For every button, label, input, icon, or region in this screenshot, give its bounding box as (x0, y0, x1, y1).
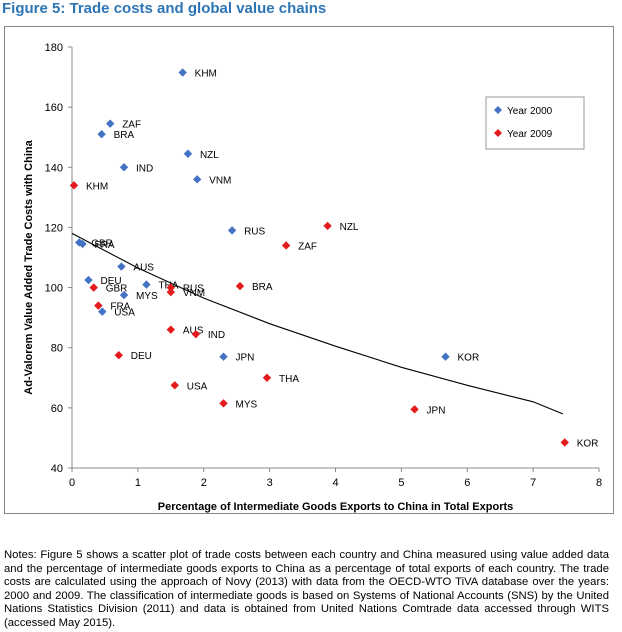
y-tick-label: 140 (45, 162, 63, 174)
data-point-2009-deu (114, 351, 123, 360)
point-label-2000-gbr: GBR (91, 238, 113, 249)
data-point-2009-gbr (89, 283, 98, 292)
data-point-2009-fra (94, 301, 103, 310)
data-point-2000-mys (119, 290, 129, 300)
data-point-2000-nzl (183, 149, 193, 158)
legend-marker-2000 (494, 106, 502, 114)
point-label-2009-aus: AUS (183, 326, 204, 337)
point-label-2009-kor: KOR (577, 438, 599, 449)
point-label-2000-aus: AUS (133, 263, 154, 274)
legend-label-2009: Year 2009 (507, 129, 553, 140)
data-point-2000-aus (117, 262, 126, 271)
point-label-2000-zaf: ZAF (122, 120, 141, 131)
y-tick-label: 40 (51, 463, 63, 475)
point-label-2000-deu: DEU (100, 276, 121, 287)
point-label-2009-tha: THA (279, 374, 299, 385)
x-tick-label: 1 (135, 477, 141, 489)
point-label-2009-jpn: JPN (427, 405, 446, 416)
point-label-2000-kor: KOR (458, 353, 480, 364)
point-label-2000-mys: MYS (136, 291, 158, 302)
data-point-2009-khm (69, 181, 79, 190)
y-axis-title: Ad-Valorem Value Added Trade Costs with … (23, 139, 35, 394)
point-label-2009-mys: MYS (236, 399, 258, 410)
point-label-2009-gbr: GBR (106, 284, 128, 295)
trendline (71, 232, 564, 415)
y-tick-label: 180 (45, 42, 63, 54)
data-point-2000-zaf (106, 119, 115, 128)
point-label-2009-usa: USA (187, 381, 208, 392)
data-point-2009-mys (219, 399, 228, 408)
point-label-2000-usa: USA (114, 308, 135, 319)
point-label-2000-vnm: VNM (209, 175, 231, 186)
x-axis-title: Percentage of Intermediate Goods Exports… (158, 501, 514, 513)
data-point-2000-kor (441, 352, 450, 361)
y-tick-label: 160 (45, 102, 63, 114)
data-point-2009-aus (166, 325, 176, 334)
figure-title: Figure 5: Trade costs and global value c… (2, 0, 327, 17)
figure-notes: Notes: Figure 5 shows a scatter plot of … (4, 549, 609, 629)
point-label-2009-zaf: ZAF (298, 241, 317, 252)
point-label-2009-nzl: NZL (340, 222, 359, 233)
x-tick-label: 3 (267, 477, 273, 489)
data-point-2009-vnm (166, 287, 176, 297)
data-point-2009-zaf (281, 241, 291, 250)
point-label-2000-ind: IND (136, 163, 153, 174)
data-point-2000-deu (84, 275, 93, 285)
point-label-2009-deu: DEU (131, 351, 152, 362)
x-tick-label: 7 (530, 477, 536, 489)
point-label-2000-rus: RUS (244, 226, 265, 237)
y-tick-label: 60 (51, 403, 63, 415)
legend-marker-2009 (494, 129, 502, 137)
scatter-chart: 40 60 80 100 120 140 160 180 0 1 2 3 4 5 6 7 8 Percentage… (23, 42, 602, 513)
point-label-2000-bra: BRA (114, 130, 135, 141)
x-tick-label: 8 (596, 477, 602, 489)
x-tick-label: 0 (69, 477, 75, 489)
data-point-2000-gbr (75, 238, 84, 247)
data-point-2000-khm (178, 68, 187, 77)
data-point-2009-tha (262, 373, 272, 382)
x-tick-label: 6 (464, 477, 470, 489)
point-label-2000-fra: FRA (95, 240, 115, 251)
point-label-2009-khm: KHM (86, 181, 108, 192)
data-point-2009-jpn (410, 405, 419, 414)
point-label-2000-jpn: JPN (236, 353, 255, 364)
point-label-2000-nzl: NZL (200, 150, 219, 161)
data-point-2000-tha (142, 280, 151, 289)
data-point-2009-kor (560, 438, 569, 447)
point-label-2009-rus: RUS (183, 284, 204, 295)
data-point-2009-rus (166, 283, 176, 292)
x-tick-label: 4 (332, 477, 338, 489)
data-point-2000-bra (97, 130, 106, 139)
data-point-2000-vnm (192, 175, 202, 184)
data-point-2009-usa (170, 381, 179, 390)
point-label-2000-khm: KHM (195, 69, 217, 80)
data-point-2009-nzl (323, 221, 332, 231)
point-label-2009-ind: IND (208, 330, 225, 341)
x-tick-label: 5 (398, 477, 404, 489)
data-point-2009-bra (235, 281, 245, 291)
legend-label-2000: Year 2000 (507, 106, 553, 117)
data-point-2000-usa (98, 307, 107, 316)
data-point-2009-ind (191, 329, 201, 339)
legend-box (485, 96, 585, 150)
point-label-2009-bra: BRA (252, 282, 273, 293)
chart-area: 40 60 80 100 120 140 160 180 0 1 2 3 4 5 6 7 8 Percentage… (4, 26, 614, 514)
x-tick-label: 2 (201, 477, 207, 489)
data-point-2000-ind (119, 163, 129, 172)
point-label-2009-fra: FRA (110, 302, 130, 313)
y-tick-label: 100 (45, 283, 63, 295)
data-point-2000-rus (227, 226, 237, 235)
y-tick-label: 120 (45, 222, 63, 234)
data-point-2000-fra (78, 239, 87, 249)
data-point-2000-jpn (219, 352, 228, 361)
point-label-2009-vnm: VNM (183, 288, 205, 299)
y-tick-label: 80 (51, 343, 63, 355)
